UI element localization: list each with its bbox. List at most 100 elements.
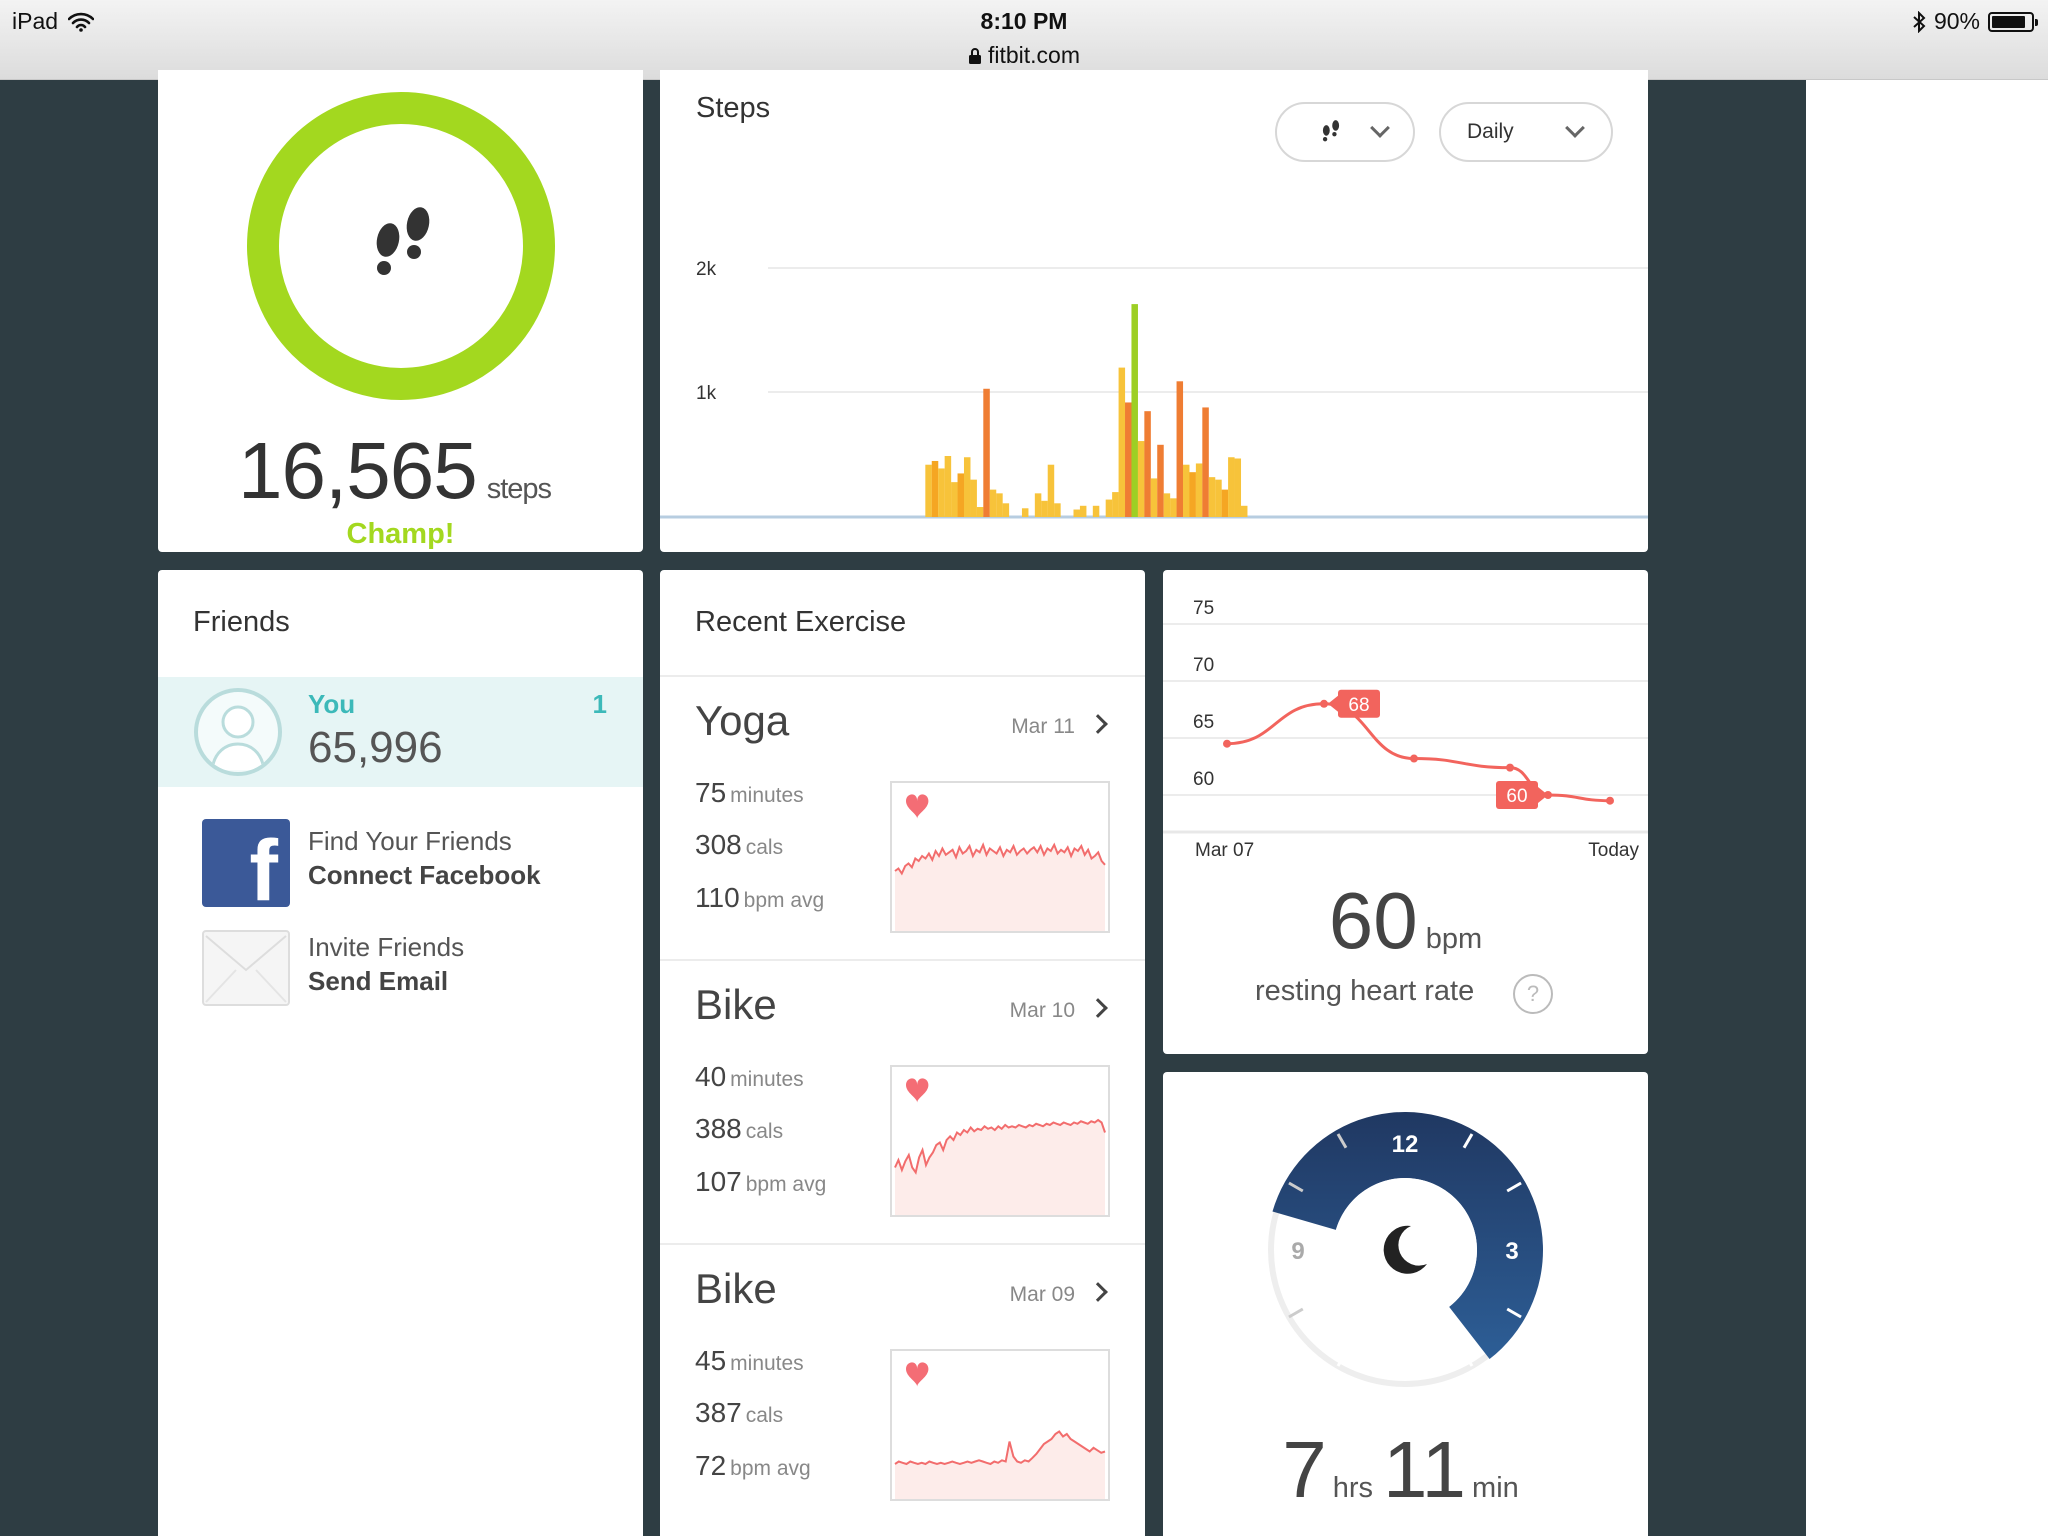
email-line2: Send Email (308, 966, 449, 996)
steps-bar (970, 479, 977, 517)
heart-rate-point (1606, 796, 1614, 805)
exercise-item[interactable]: Bike Mar 10 40 minutes 388 cals 107 bpm avg (660, 959, 1145, 1243)
steps-bar (1208, 477, 1216, 517)
steps-unit: steps (486, 473, 552, 505)
heart-icon (906, 794, 929, 819)
steps-bar (1157, 444, 1164, 517)
leaderboard-row-you[interactable]: You 1 65,996 (158, 677, 643, 787)
clock-tick (1336, 1133, 1348, 1149)
period-dropdown[interactable]: Daily (1439, 102, 1613, 162)
exercise-name: Yoga (695, 697, 790, 744)
heart-rate-line (894, 1430, 1106, 1466)
steps-bar (951, 482, 958, 517)
y-tick-label: 1k (696, 383, 717, 404)
exercise-calories: 387 cals (695, 1397, 784, 1428)
clock-label: 6 (1398, 1345, 1411, 1372)
facebook-icon: f (202, 819, 290, 907)
x-axis-end-label: Today (1588, 840, 1639, 861)
heart-icon (906, 1362, 929, 1387)
steps-bar (1034, 493, 1042, 517)
svg-text:60: 60 (1506, 786, 1527, 807)
footprints-icon (376, 207, 430, 275)
bluetooth-icon (1913, 10, 1926, 33)
avatar (194, 688, 282, 776)
sleep-tile[interactable]: 12 3 6 9 7 hrs 11 min (1163, 1072, 1648, 1536)
steps-bar (1125, 402, 1132, 517)
steps-bar-chart: 2k 1k 12AM24681012PM24681012AM (660, 259, 1648, 519)
steps-bar (1073, 509, 1080, 517)
clock-label: 12 (1392, 1131, 1419, 1158)
exercise-minutes: 75 minutes (695, 777, 804, 808)
battery-icon (1988, 11, 2038, 32)
sleep-duration: 7 hrs 11 min (1282, 1425, 1519, 1514)
heart-rate-area (895, 1120, 1105, 1215)
heart-rate-area (895, 1431, 1105, 1499)
exercise-heart-rate: 107 bpm avg (695, 1166, 827, 1197)
exercise-date: Mar 10 (1009, 999, 1075, 1022)
exercise-item[interactable]: Bike Mar 09 45 minutes 387 cals 72 bpm avg (660, 1243, 1145, 1527)
clock-tick (1506, 1181, 1522, 1193)
y-tick-label: 70 (1193, 655, 1214, 676)
steps-bar (1170, 498, 1177, 517)
exercise-calories: 388 cals (695, 1113, 784, 1144)
heart-rate-line (894, 842, 1106, 876)
chevron-down-icon (1370, 118, 1390, 138)
chevron-down-icon (1564, 118, 1585, 138)
exercise-heart-rate-chart (890, 1349, 1110, 1501)
steps-tile[interactable]: 16,565 steps Champ! (158, 70, 643, 552)
wifi-icon (68, 12, 95, 32)
status-time: 8:10 PM (980, 8, 1068, 34)
steps-bar (1228, 457, 1235, 517)
steps-bar (1054, 503, 1061, 517)
steps-bar (1221, 489, 1229, 517)
steps-bar (1215, 479, 1222, 517)
steps-bar (1176, 381, 1184, 517)
exercise-date: Mar 11 (1011, 715, 1075, 738)
steps-bar (1047, 464, 1055, 517)
chevron-right-icon (1088, 714, 1108, 734)
steps-bar (1131, 304, 1138, 517)
heart-rate-point (1223, 739, 1231, 748)
exercise-date: Mar 09 (1009, 1283, 1075, 1306)
address-bar[interactable]: fitbit.com (0, 42, 2048, 69)
resting-heart-rate-tile[interactable]: 75 70 65 60 Mar 07 Today 68 60 60 bpm resting… (1163, 570, 1648, 1054)
clock-label: 3 (1505, 1238, 1518, 1265)
steps-bar (1202, 407, 1209, 517)
steps-bar (1112, 492, 1119, 517)
clock-tick (1462, 1351, 1474, 1367)
friends-tile: Friends You 1 65,996 f Find Your Friends… (158, 570, 643, 1536)
envelope-icon (202, 930, 290, 1006)
steps-bar (1182, 464, 1190, 517)
exercise-calories: 308 cals (695, 829, 784, 860)
steps-bar (1189, 472, 1196, 517)
steps-bar (1240, 505, 1248, 517)
heart-rate-line (1226, 702, 1611, 803)
exercise-heart-rate-chart (890, 781, 1110, 933)
you-label: You (308, 689, 356, 719)
period-dropdown-value: Daily (1467, 120, 1514, 143)
steps-bar (1105, 499, 1113, 517)
resting-heart-rate-label: resting heart rate (1255, 975, 1475, 1007)
steps-bar (1195, 463, 1203, 517)
steps-bar (963, 457, 971, 517)
steps-bar (1079, 505, 1087, 517)
steps-bar (1137, 441, 1145, 517)
steps-total: 16,565 steps (238, 425, 552, 517)
svg-text:68: 68 (1348, 695, 1369, 716)
heart-icon (906, 1078, 929, 1103)
sleep-clock: 12 3 6 9 (1268, 1112, 1543, 1387)
right-panel (1806, 80, 2048, 1536)
facebook-line1: Find Your Friends (308, 826, 512, 856)
clock-tick (1506, 1307, 1522, 1319)
chevron-right-icon (1088, 1282, 1108, 1302)
resting-heart-rate-value: 60 bpm (1328, 876, 1483, 965)
metric-dropdown[interactable] (1275, 102, 1415, 162)
heart-rate-callout: 68 (1328, 689, 1380, 718)
help-icon[interactable]: ? (1513, 974, 1553, 1014)
recent-exercise-tile: Recent Exercise Yoga Mar 11 75 minutes 30… (660, 570, 1145, 1536)
heart-rate-area (895, 844, 1105, 931)
y-tick-label: 75 (1193, 598, 1214, 619)
exercise-item[interactable]: Yoga Mar 11 75 minutes 308 cals 110 bpm avg (660, 675, 1145, 959)
steps-bar (1118, 367, 1126, 517)
clock-label: 9 (1291, 1238, 1304, 1265)
